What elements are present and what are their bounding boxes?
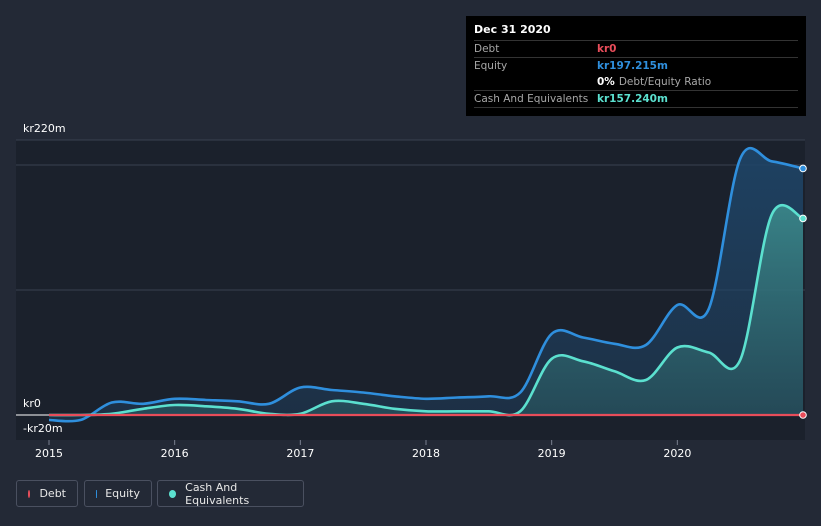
- y-axis-label-top: kr220m: [23, 122, 66, 135]
- x-tick-label: 2017: [286, 447, 314, 460]
- tooltip-ratio-label: Debt/Equity Ratio: [618, 76, 712, 88]
- legend-debt-label: Debt: [39, 487, 66, 500]
- tooltip-equity-value: kr197.215m: [597, 60, 668, 72]
- tooltip-debt-label: Debt: [474, 43, 500, 55]
- legend-cash-label: Cash And Equivalents: [185, 480, 250, 507]
- tooltip-row-ratio: 0% Debt/Equity Ratio: [474, 74, 798, 90]
- tooltip-cash-label: Cash And Equivalents: [474, 93, 589, 105]
- tooltip-bottom-divider: [474, 107, 798, 108]
- tooltip-row-cash: Cash And Equivalents kr157.240m: [474, 90, 798, 107]
- legend-equity[interactable]: Equity: [84, 480, 152, 507]
- legend-cash[interactable]: Cash And Equivalents: [157, 480, 304, 507]
- cash-line: [48, 204, 804, 417]
- tooltip-row-equity: Equity kr197.215m: [474, 57, 798, 74]
- debt-end-marker: [799, 411, 807, 419]
- equity-line: [48, 146, 804, 423]
- x-tick-label: 2016: [161, 447, 189, 460]
- legend-debt[interactable]: Debt: [16, 480, 78, 507]
- y-axis-label-bottom: -kr20m: [23, 422, 63, 435]
- tooltip-cash-value: kr157.240m: [597, 93, 668, 105]
- x-tick-label: 2018: [412, 447, 440, 460]
- tooltip-equity-label: Equity: [474, 60, 508, 72]
- x-tick-label: 2019: [538, 447, 566, 460]
- cash-end-marker: [799, 214, 807, 223]
- equity-area: [49, 148, 803, 422]
- debt-dot-icon: [28, 489, 31, 498]
- tooltip-ratio-value: 0%: [597, 76, 615, 88]
- x-tick-label: 2015: [35, 447, 63, 460]
- cash-dot-icon: [169, 489, 177, 498]
- equity-end-marker: [799, 164, 807, 173]
- legend-equity-label: Equity: [105, 487, 140, 500]
- cash-area: [49, 205, 803, 416]
- tooltip-debt-value: kr0: [597, 43, 617, 55]
- x-tick-label: 2020: [663, 447, 691, 460]
- tooltip-row-debt: Debt kr0: [474, 40, 798, 57]
- tooltip-ratio-label-spacer: [474, 74, 597, 90]
- tooltip-date: Dec 31 2020: [474, 23, 551, 36]
- x-axis-ticks: 2015 2016 2017 2018 2019 2020: [35, 440, 691, 460]
- gridlines: [16, 139, 805, 291]
- y-axis-label-zero: kr0: [23, 397, 41, 410]
- tooltip-panel: Dec 31 2020 Debt kr0 Equity kr197.215m 0…: [466, 16, 806, 116]
